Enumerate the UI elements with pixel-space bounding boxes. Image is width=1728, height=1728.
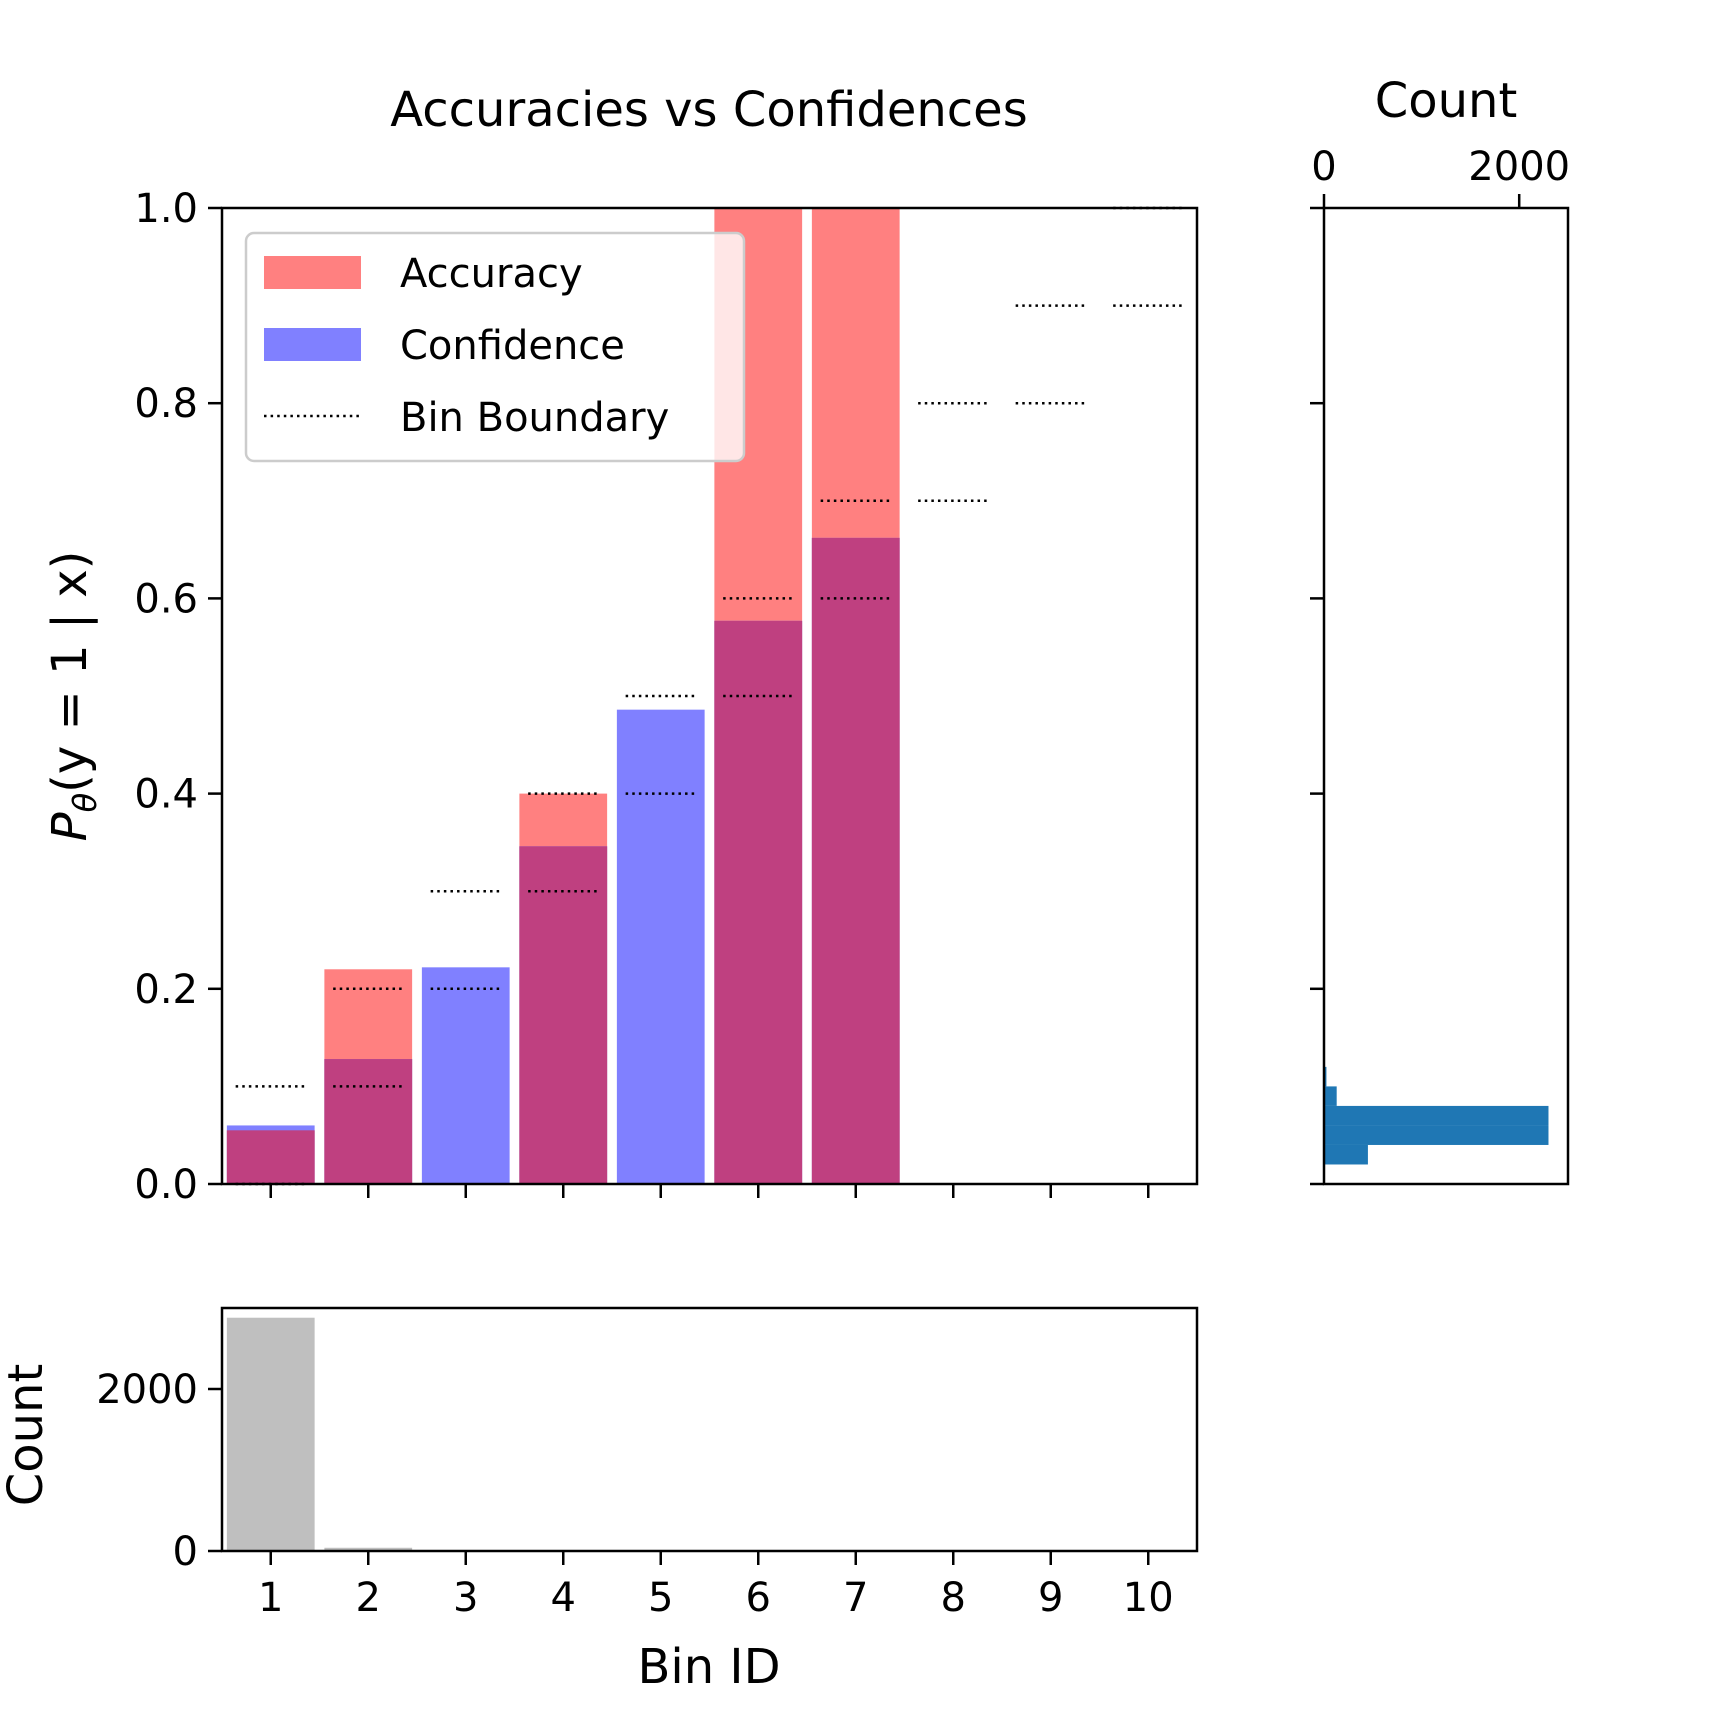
- overlap-bars: [226, 537, 900, 1184]
- bin-boundary-lines: [235, 206, 1184, 1186]
- bottom-x-tick-label: 9: [1038, 1575, 1063, 1621]
- right-frame: [1322, 206, 1570, 1186]
- histogram-bar-2: [1324, 1125, 1549, 1145]
- overlap-bar-2: [324, 1059, 413, 1184]
- legend-confidence-label: Confidence: [400, 323, 625, 369]
- main-frame: [220, 206, 1199, 1186]
- overlap-bar-1: [226, 1130, 315, 1184]
- bottom-x-tick-label: 5: [648, 1575, 673, 1621]
- confidence-bar-5: [616, 709, 705, 1184]
- right-axes: 0 2000 Count: [1310, 73, 1570, 1186]
- bottom-y-ticks: 0 2000: [96, 1367, 222, 1575]
- right-x-ticks: 0 2000: [1311, 144, 1570, 208]
- bottom-y-axis-label: Count: [0, 1364, 54, 1507]
- count-bar-1: [226, 1317, 315, 1551]
- histogram-bar-1: [1324, 1144, 1368, 1165]
- main-y-tick-label: 1.0: [134, 186, 198, 232]
- right-y-ticks: [1310, 206, 1324, 1186]
- bottom-axes: 0 2000 1 2 3 4 5 6 7 8 9 10 Count Bin ID: [0, 1306, 1199, 1695]
- legend-frame: [244, 231, 746, 463]
- bottom-x-tick-label: 3: [453, 1575, 478, 1621]
- bottom-plot-area: [222, 1308, 1197, 1551]
- right-x-tick-label: 0: [1311, 144, 1336, 190]
- bottom-y-tick-label: 0: [173, 1529, 198, 1575]
- ylabel-rest: (y = 1 | x): [42, 551, 98, 793]
- main-y-ticks: 0.0 0.2 0.4 0.6 0.8 1.0: [134, 186, 222, 1208]
- bottom-frame: [220, 1306, 1199, 1553]
- count-bars: [226, 1317, 413, 1551]
- overlap-bar-4: [519, 846, 608, 1184]
- legend-accuracy-label: Accuracy: [400, 251, 583, 297]
- right-plot-area: [1324, 208, 1568, 1184]
- bottom-x-tick-label: 1: [258, 1575, 283, 1621]
- ylabel-sub: θ: [66, 793, 104, 813]
- main-y-tick-label: 0.0: [134, 1162, 198, 1208]
- count-bar-2: [324, 1547, 413, 1551]
- bottom-x-ticks: 1 2 3 4 5 6 7 8 9 10: [258, 1551, 1174, 1621]
- chart-title: Accuracies vs Confidences: [390, 82, 1027, 138]
- bottom-x-axis-label: Bin ID: [637, 1639, 780, 1695]
- ylabel-p: P: [42, 812, 98, 841]
- confidence-bar-3: [421, 967, 510, 1184]
- bottom-x-tick-label: 7: [843, 1575, 868, 1621]
- main-y-tick-label: 0.8: [134, 381, 198, 427]
- count-histogram-bars: [1324, 1066, 1549, 1165]
- right-x-tick-label: 2000: [1468, 144, 1570, 190]
- overlap-bar-7: [811, 537, 900, 1184]
- legend: Accuracy Confidence Bin Boundary: [244, 231, 746, 463]
- bottom-x-tick-label: 8: [941, 1575, 966, 1621]
- bottom-x-tick-label: 4: [551, 1575, 576, 1621]
- main-x-ticks: [269, 1184, 1150, 1198]
- bottom-x-tick-label: 2: [356, 1575, 381, 1621]
- main-y-axis-label: Pθ(y = 1 | x): [42, 551, 104, 842]
- legend-bin-boundary-label: Bin Boundary: [400, 395, 669, 441]
- histogram-bar-4: [1324, 1086, 1337, 1106]
- main-y-tick-label: 0.2: [134, 967, 198, 1013]
- main-y-tick-label: 0.4: [134, 772, 198, 818]
- main-axes: 0.0 0.2 0.4 0.6 0.8 1.0 Accuracies vs Confide…: [42, 82, 1199, 1208]
- legend-accuracy-swatch: [264, 256, 361, 289]
- histogram-bar-3: [1324, 1105, 1549, 1126]
- overlap-bar-6: [714, 620, 803, 1184]
- main-y-tick-label: 0.6: [134, 576, 198, 622]
- bottom-x-tick-label: 6: [746, 1575, 771, 1621]
- right-x-axis-label: Count: [1375, 73, 1518, 129]
- bottom-x-tick-label: 10: [1123, 1575, 1174, 1621]
- bottom-y-tick-label: 2000: [96, 1367, 198, 1413]
- legend-confidence-swatch: [264, 328, 361, 361]
